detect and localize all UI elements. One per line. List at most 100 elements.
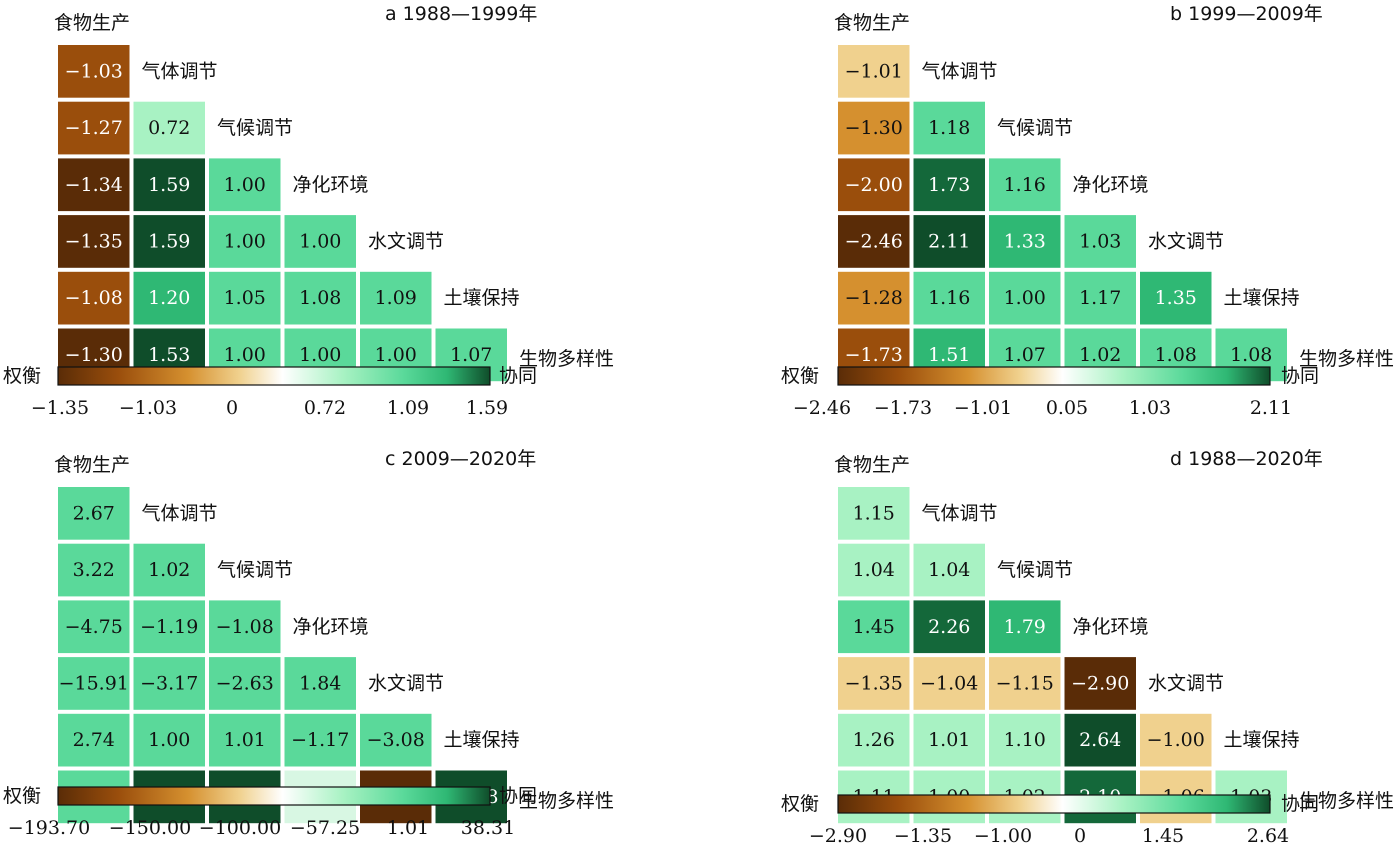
legend-left-label: 权衡 [3, 365, 41, 387]
cell-value: −1.15 [996, 672, 1054, 694]
heatmap-cell [1064, 713, 1136, 767]
panel-title: c 2009—2020年 [385, 448, 536, 470]
cell-value: 1.08 [299, 287, 341, 309]
legend-tick-label: −193.70 [8, 817, 90, 839]
cell-value: −1.35 [845, 672, 903, 694]
heatmap-cell [360, 713, 432, 767]
diagonal-label: 水文调节 [368, 230, 444, 252]
panel-title: b 1999—2009年 [1170, 3, 1323, 25]
heatmap-cell [58, 487, 130, 540]
heatmap-cell [913, 600, 985, 654]
cell-value: −1.19 [140, 616, 198, 638]
cell-value: 1.59 [148, 174, 190, 196]
heatmap-cell [838, 45, 910, 98]
heatmap-cell [838, 271, 910, 325]
cell-value: −1.28 [845, 287, 903, 309]
legend-right-label: 协同 [499, 365, 537, 387]
heatmap-cell [913, 158, 985, 212]
heatmap-cell [838, 543, 910, 597]
heatmap-cell [58, 271, 130, 325]
cell-value: −2.00 [845, 174, 903, 196]
heatmap-cell [989, 271, 1061, 325]
cell-value: 2.64 [1079, 729, 1121, 751]
cell-value: 1.09 [375, 287, 417, 309]
heatmap-cell [913, 215, 985, 268]
legend-left-label: 权衡 [781, 793, 819, 815]
heatmap-cell [209, 158, 281, 212]
cell-value: 2.26 [928, 616, 970, 638]
legend-tick-label: 1.09 [387, 397, 429, 419]
cell-value: 1.84 [299, 672, 341, 694]
diagonal-label: 土壤保持 [1224, 287, 1300, 309]
cell-value: −1.73 [845, 344, 903, 366]
diagonal-label: 生物多样性 [519, 348, 614, 370]
cell-value: −15.91 [59, 672, 129, 694]
legend-tick-label: −1.35 [894, 825, 952, 847]
cell-value: 1.00 [224, 230, 266, 252]
legend-bar [57, 786, 491, 806]
cell-value: 1.00 [299, 344, 341, 366]
cell-value: 1.15 [853, 502, 895, 524]
heatmap-cell [284, 271, 356, 325]
legend-tick-label: −2.46 [793, 397, 851, 419]
legend-tick-label: −2.90 [809, 825, 867, 847]
diagonal-label: 气体调节 [142, 502, 218, 524]
legend-bar [57, 366, 491, 386]
legend-right-label: 协同 [1281, 793, 1319, 815]
heatmap-cell [838, 101, 910, 155]
heatmap-cell [209, 271, 281, 325]
heatmap-cell [133, 101, 205, 155]
cell-value: −1.17 [291, 729, 349, 751]
cell-value: 1.53 [148, 344, 190, 366]
heatmap-cell [913, 271, 985, 325]
heatmap-cell [133, 215, 205, 268]
cell-value: −2.46 [845, 230, 903, 252]
cell-value: −1.30 [65, 344, 123, 366]
heatmap-cell [58, 600, 130, 654]
diagonal-label: 气候调节 [997, 559, 1073, 581]
cell-value: 1.00 [1004, 287, 1046, 309]
heatmap-cell [133, 657, 205, 710]
diagonal-label: 水文调节 [1148, 230, 1224, 252]
legend-tick-label: −100.00 [199, 817, 281, 839]
heatmap-cell [913, 101, 985, 155]
legend-tick-label: 2.11 [1250, 397, 1292, 419]
legend-tick-label: −1.03 [119, 397, 177, 419]
cell-value: 1.18 [928, 117, 970, 139]
cell-value: 1.01 [224, 729, 266, 751]
heatmap-cell [360, 271, 432, 325]
cell-value: 1.02 [148, 559, 190, 581]
cell-value: 1.07 [450, 344, 492, 366]
heatmap-cell [58, 45, 130, 98]
heatmap-cell [133, 543, 205, 597]
heatmap-cell [989, 158, 1061, 212]
cell-value: −2.90 [1071, 672, 1129, 694]
heatmap-cell [838, 657, 910, 710]
legend-bar [837, 794, 1271, 814]
cell-value: 1.26 [853, 729, 895, 751]
cell-value: −1.27 [65, 117, 123, 139]
cell-value: 1.05 [224, 287, 266, 309]
heatmap-cell [209, 215, 281, 268]
legend-bar [837, 366, 1271, 386]
diagonal-label: 土壤保持 [1224, 729, 1300, 751]
heatmap-cell [838, 713, 910, 767]
cell-value: 1.00 [148, 729, 190, 751]
heatmap-cell [133, 271, 205, 325]
cell-value: 1.07 [1004, 344, 1046, 366]
diagonal-label: 净化环境 [293, 616, 369, 638]
diagonal-label: 食物生产 [834, 454, 910, 476]
diagonal-label: 土壤保持 [444, 287, 520, 309]
legend-tick-label: −57.25 [290, 817, 360, 839]
cell-value: −1.03 [65, 60, 123, 82]
heatmap-cell [284, 215, 356, 268]
legend-tick-label: −1.00 [974, 825, 1032, 847]
heatmap-cell [913, 657, 985, 710]
heatmap-cell [1064, 271, 1136, 325]
legend-left-label: 权衡 [3, 785, 41, 807]
cell-value: 1.20 [148, 287, 190, 309]
heatmap-cell [209, 657, 281, 710]
diagonal-label: 土壤保持 [444, 729, 520, 751]
legend-tick-label: 38.31 [461, 817, 515, 839]
heatmap-panel: a 1988—1999年 食物生产 −1.03 气体调节 −1.27 0.72 气候调节 −1… [3, 3, 614, 419]
